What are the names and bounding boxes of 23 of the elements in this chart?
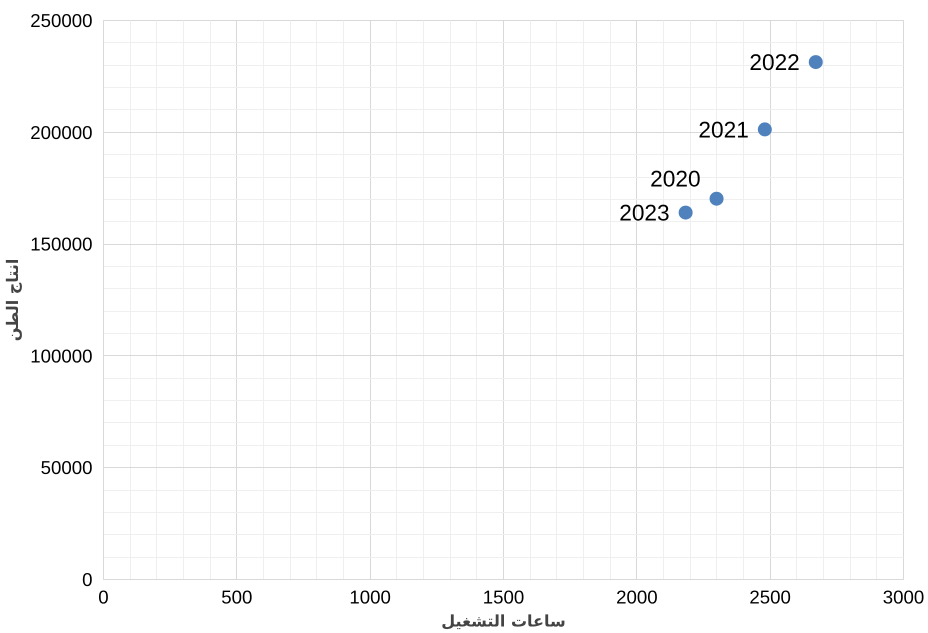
y-tick-label: 100000 xyxy=(30,345,93,366)
annotation: 2022 xyxy=(749,49,800,76)
point xyxy=(808,55,823,70)
y-tick-label: 150000 xyxy=(30,234,93,255)
y-tick-label: 200000 xyxy=(30,122,93,143)
annotation: 2023 xyxy=(619,200,670,226)
point xyxy=(710,192,724,206)
x-tick-label: 0 xyxy=(98,586,109,608)
y-tick-label: 250000 xyxy=(30,10,93,31)
x-tick-label: 2500 xyxy=(749,586,791,608)
x-axis-title: ساعات التشغيل xyxy=(441,612,566,630)
annotation: 2020 xyxy=(650,166,701,192)
x-tick-label: 500 xyxy=(221,586,252,608)
y-tick-label: 50000 xyxy=(40,457,93,478)
x-tick-label: 3000 xyxy=(882,586,924,608)
x-tick-label: 2000 xyxy=(616,586,658,608)
y-axis-title: انتاج الطن xyxy=(3,258,22,342)
x-tick-label: 1500 xyxy=(482,586,524,608)
annotation: 2021 xyxy=(698,116,749,142)
point xyxy=(758,122,772,136)
point xyxy=(678,206,693,220)
x-tick-label: 1000 xyxy=(349,586,391,608)
y-tick-label: 0 xyxy=(82,569,93,590)
